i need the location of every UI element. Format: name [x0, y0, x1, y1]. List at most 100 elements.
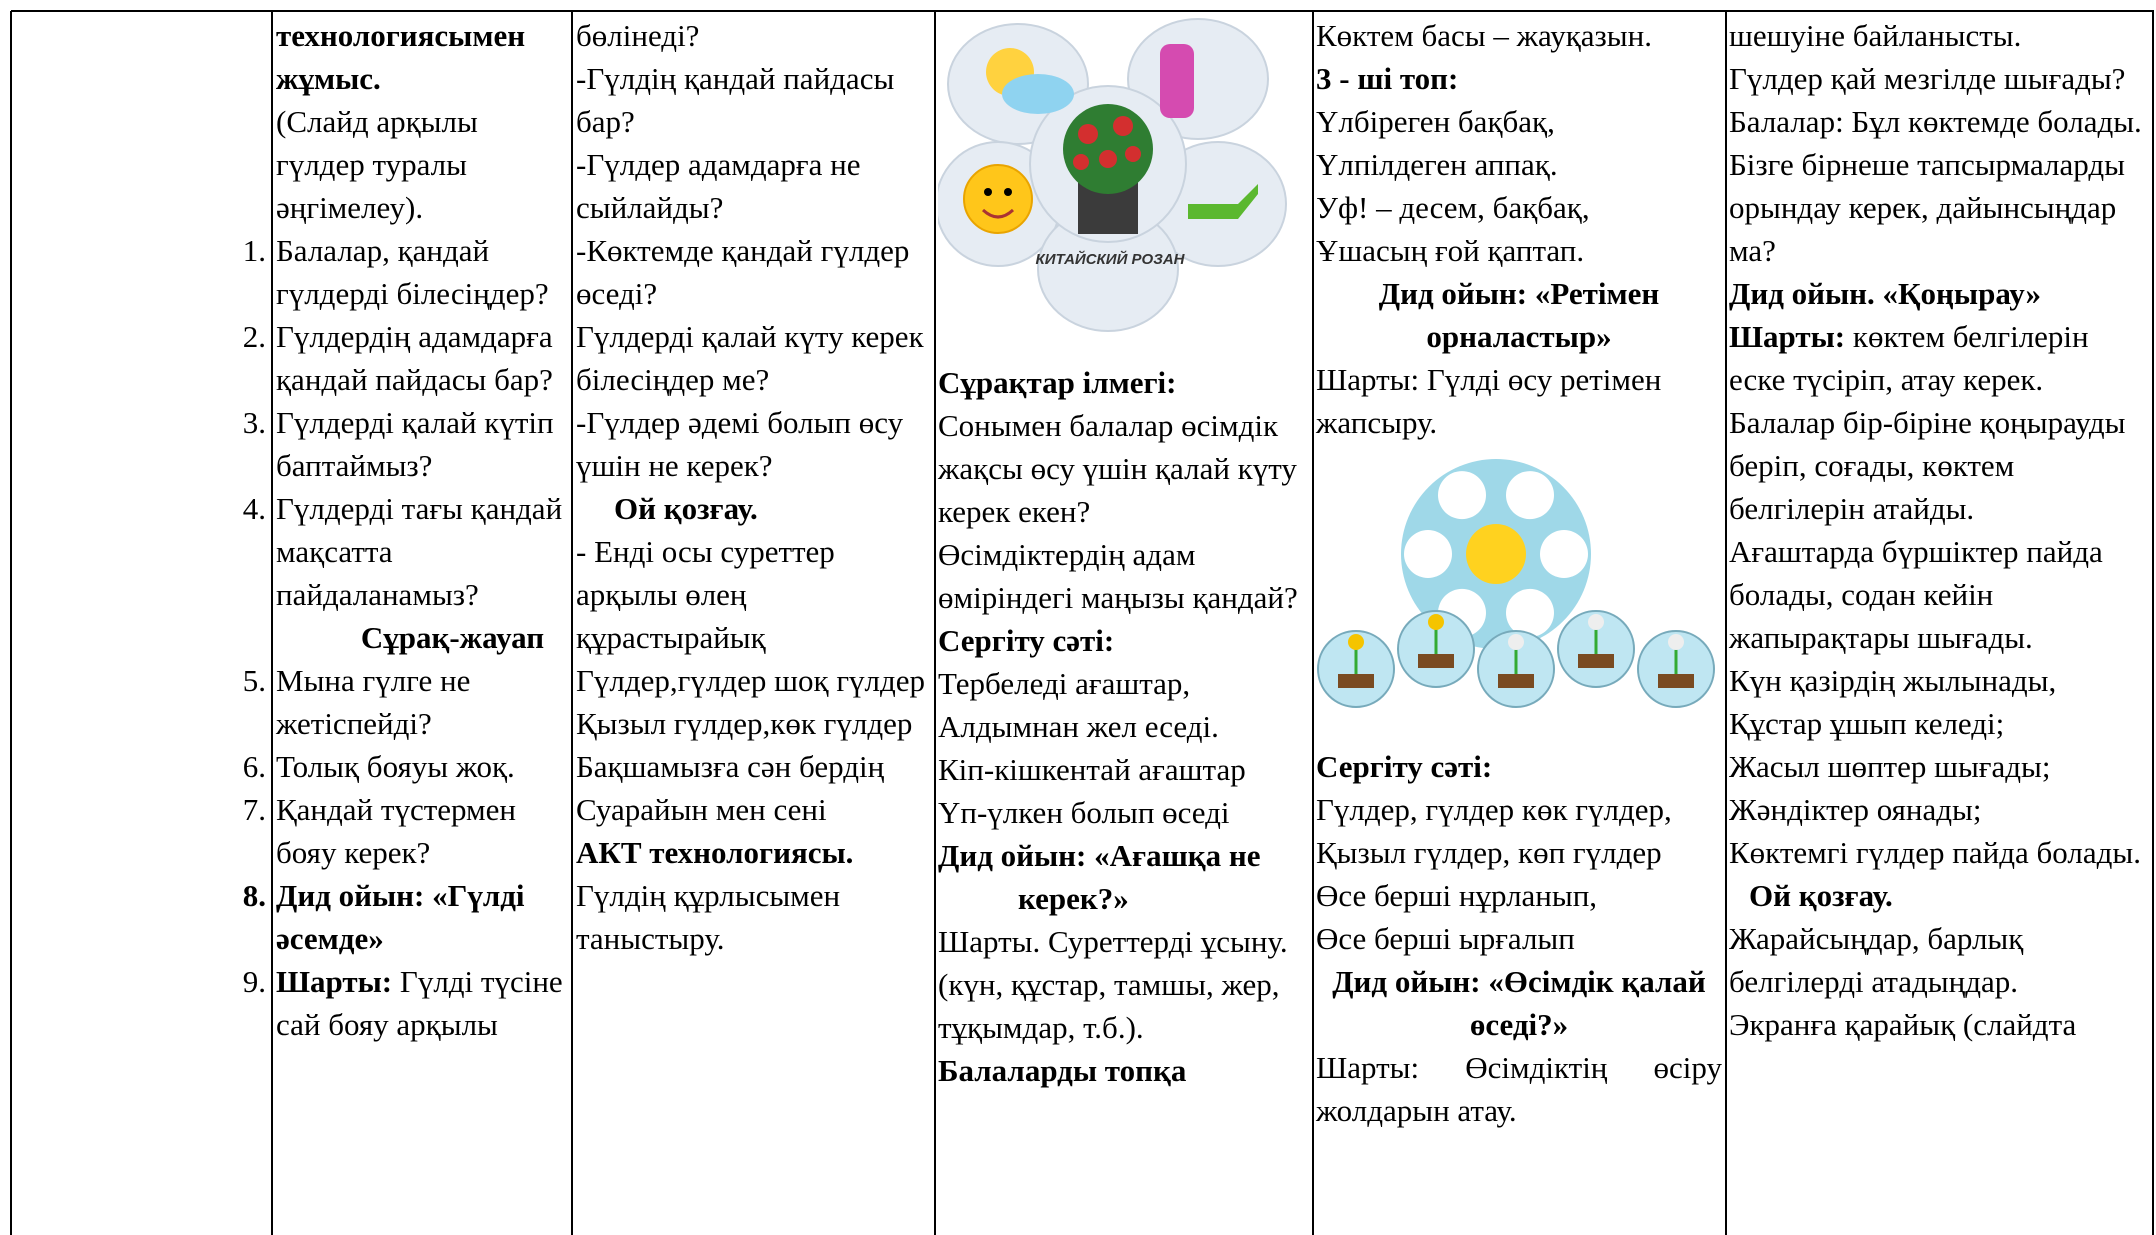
- column-border: [271, 11, 273, 1235]
- text-line: - Енді осы суреттер арқылы өлең құрастыр…: [576, 534, 835, 655]
- text-line: Тербеледі ағаштар,: [938, 666, 1191, 701]
- list-number: 2.: [242, 319, 266, 354]
- text-line: Гүлдерді қалай күту керек білесіңдер ме?: [576, 319, 924, 397]
- text-line: Үлбіреген бақбақ,: [1316, 104, 1555, 139]
- column-border: [2152, 11, 2154, 1235]
- text-line: Қызыл гүлдер, көп гүлдер: [1316, 835, 1662, 870]
- text-line: Балалар бір-біріне қоңырауды беріп, соға…: [1729, 405, 2126, 526]
- list-item: 8. Дид ойын: «Гүлді әсемде»: [243, 874, 569, 960]
- text: Толық бояуы жоқ.: [276, 749, 515, 784]
- text-line: -Көктемде қандай гүлдер өседі?: [576, 233, 910, 311]
- text-line: Сонымен балалар өсімдік жақсы өсу үшін қ…: [938, 408, 1297, 529]
- text-line: технологиясымен жұмыс.: [276, 18, 526, 96]
- text-line: Сергіту сәті:: [938, 623, 1115, 658]
- text-line: Ұшасың ғой қаптап.: [1316, 233, 1585, 268]
- text-line: Күн қазірдің жылынады,: [1729, 663, 2057, 698]
- list-item: 5. Мына гүлге не жетіспейді?: [243, 659, 569, 745]
- text-line: бөлінеді?: [576, 18, 700, 53]
- column-border: [10, 11, 12, 1235]
- text-line: Шарты: Өсімдіктің өсіру жолдарын атау.: [1316, 1050, 1722, 1128]
- text-line: Дид ойын: «Ретімен орналастыр»: [1378, 276, 1660, 354]
- text-line: Гүлдер,гүлдер шоқ гүлдер: [576, 663, 926, 698]
- growth-cycle-illustration: [1317, 459, 1715, 708]
- list-number: 7.: [242, 792, 266, 827]
- text-line: Шарты: көктем белгілерін еске түсіріп, а…: [1729, 315, 2150, 401]
- column-border: [1725, 11, 1727, 1235]
- text-line: АКТ технологиясы.: [576, 835, 854, 870]
- text-line: шешуіне байланысты.: [1729, 18, 2022, 53]
- text-line: Өсімдіктердің адам өміріндегі маңызы қан…: [938, 537, 1298, 615]
- text-line: Ағаштарда бүршіктер пайда болады, содан …: [1729, 534, 2103, 655]
- text-line: Гүлдер, гүлдер көк гүлдер,: [1316, 792, 1672, 827]
- text-line: Үлпілдеген аппақ.: [1316, 147, 1558, 182]
- text-line: -Гүлдер адамдарға не сыйлайды?: [576, 147, 861, 225]
- text-line: Шарты. Суреттерді ұсыну.(күн, құстар, та…: [938, 924, 1288, 1045]
- text: Балалар, қандай гүлдерді білесіңдер?: [276, 233, 549, 311]
- label: Шарты:: [276, 964, 393, 999]
- text-line: Сұрақ-жауап: [360, 620, 545, 655]
- list-number: 6.: [242, 749, 266, 784]
- text-line: Шарты: Гүлді өсу ретімен жапсыру.: [1316, 362, 1662, 440]
- text-line: Ой қозғау.: [614, 491, 758, 526]
- list-item: 2. Гүлдердің адамдарға қандай пайдасы бар…: [243, 315, 569, 401]
- cell: технологиясымен жұмыс. (Слайд арқылы гүлд…: [243, 14, 569, 1046]
- text-line: Гүлдер қай мезгілде шығады?: [1729, 61, 2126, 96]
- text-line: Өсе берші нұрланып,: [1316, 878, 1598, 913]
- text: Қандай түстермен бояу керек?: [276, 792, 517, 870]
- column-border: [1312, 11, 1314, 1235]
- table-top-border: [11, 10, 2154, 12]
- text: көктем белгілерін еске түсіріп, атау кер…: [1729, 319, 2089, 397]
- text-line: Құстар ұшып келеді;: [1729, 706, 2005, 741]
- text-line: Көктем басы – жауқазын.: [1316, 18, 1652, 53]
- text-line: Жәндіктер оянады;: [1729, 792, 1982, 827]
- text-line: -Гүлдер әдемі болып өсу үшін не керек?: [576, 405, 904, 483]
- text-line: -Гүлдің қандай пайдасы бар?: [576, 61, 895, 139]
- flower-illustration: КИТАЙСКИЙ РОЗАН: [935, 18, 1287, 332]
- text-line: Бізге бірнеше тапсырмаларды орындау кере…: [1729, 147, 2125, 268]
- column-border: [934, 11, 936, 1235]
- text-line: Дид ойын: «Өсімдік қалай өседі?»: [1332, 964, 1706, 1042]
- cell: шешуіне байланысты. Гүлдер қай мезгілде ш…: [1729, 14, 2150, 1046]
- text-line: Дид ойын. «Қоңырау»: [1729, 276, 2042, 311]
- list-item: 9. Шарты: Гүлді түсіне сай бояу арқылы: [243, 960, 569, 1046]
- text-line: Алдымнан жел еседі.: [938, 709, 1219, 744]
- text-line: Суарайын мен сені: [576, 792, 827, 827]
- label: Шарты:: [1729, 319, 1846, 354]
- list-item: 3. Гүлдерді қалай күтіп баптаймыз?: [243, 401, 569, 487]
- list-item: 1. Балалар, қандай гүлдерді білесіңдер?: [243, 229, 569, 315]
- text: Мына гүлге не жетіспейді?: [276, 663, 471, 741]
- text: Дид ойын: «Гүлді әсемде»: [276, 878, 525, 956]
- text-line: Өсе берші ырғалып: [1316, 921, 1575, 956]
- list-item: 6. Толық бояуы жоқ.: [243, 745, 569, 788]
- column-border: [571, 11, 573, 1235]
- list-number: 9.: [242, 964, 266, 999]
- text-line: Гүлдің құрлысымен таныстыру.: [576, 878, 841, 956]
- text-line: Экранға қарайық (слайдта: [1729, 1007, 2077, 1042]
- list-number: 3.: [242, 405, 266, 440]
- text: Гүлдердің адамдарға қандай пайдасы бар?: [276, 319, 553, 397]
- cell: Көктем басы – жауқазын. 3 - ші топ: Үлбіре…: [1316, 14, 1722, 1132]
- list-number: 5.: [242, 663, 266, 698]
- cell: бөлінеді? -Гүлдің қандай пайдасы бар? -Гүл…: [576, 14, 932, 960]
- text: Гүлді түсіне сай бояу арқылы: [276, 964, 563, 1042]
- text-line: Дид ойын: «Ағашқа не: [938, 838, 1261, 873]
- list-item: 7. Қандай түстермен бояу керек?: [243, 788, 569, 874]
- text-line: Кіп-кішкентай ағаштар: [938, 752, 1246, 787]
- text-line: керек?»: [1018, 881, 1129, 916]
- text-line: Сергіту сәті:: [1316, 749, 1493, 784]
- text-line: 3 - ші топ:: [1316, 61, 1459, 96]
- text-line: Балаларды топқа: [938, 1053, 1187, 1088]
- text-line: Ой қозғау.: [1749, 878, 1893, 913]
- text-line: Балалар: Бұл көктемде болады.: [1729, 104, 2142, 139]
- list-number: 4.: [242, 491, 266, 526]
- text-line: Үп-үлкен болып өседі: [938, 795, 1230, 830]
- text-line: Сұрақтар ілмегі:: [938, 365, 1177, 400]
- text: Гүлдерді қалай күтіп баптаймыз?: [276, 405, 554, 483]
- text-line: Жарайсыңдар, барлық белгілерді атадыңдар…: [1729, 921, 2024, 999]
- list-number: 8.: [242, 878, 266, 913]
- text-line: Уф! – десем, бақбақ,: [1316, 190, 1590, 225]
- text-line: Қызыл гүлдер,көк гүлдер: [576, 706, 913, 741]
- text-line: (Слайд арқылы гүлдер туралы әңгімелеу).: [276, 104, 478, 225]
- image-label: КИТАЙСКИЙ РОЗАН: [1036, 250, 1186, 268]
